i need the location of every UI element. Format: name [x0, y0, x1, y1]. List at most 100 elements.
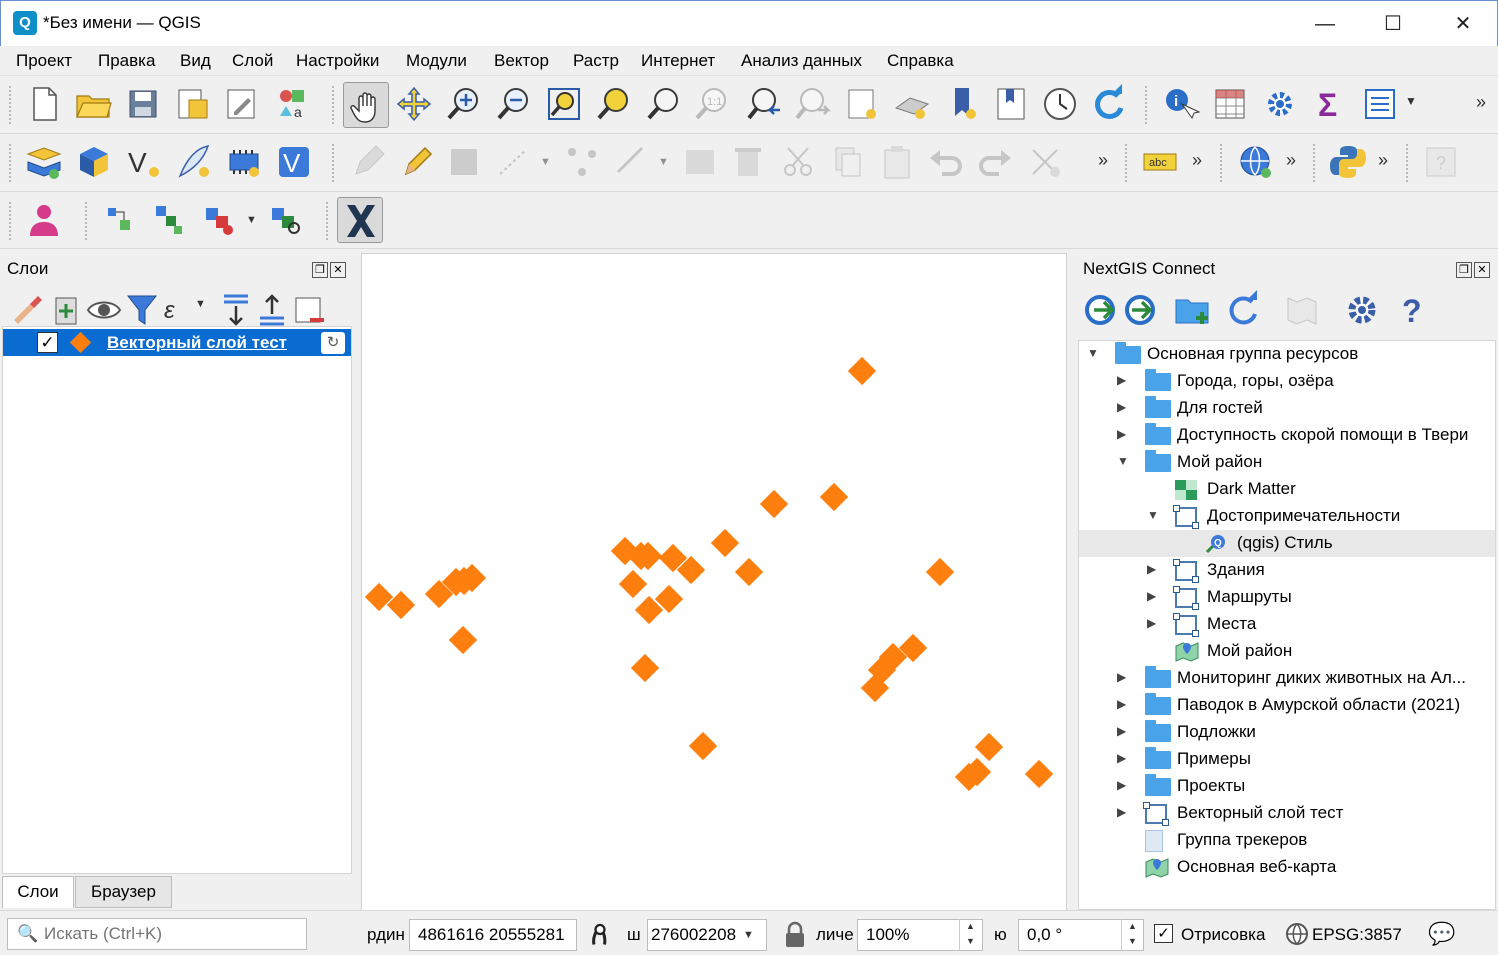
map-point-feature[interactable]: [759, 489, 789, 519]
new-geopackage-layer-icon[interactable]: [74, 142, 114, 182]
add-group-icon[interactable]: [46, 290, 78, 325]
show-bookmarks-icon[interactable]: [992, 84, 1032, 124]
add-ngw-vector-icon[interactable]: [150, 200, 190, 240]
tree-item[interactable]: ▶ Места: [1079, 611, 1495, 638]
tree-item[interactable]: ▶ Подложки: [1079, 719, 1495, 746]
expand-arrow-icon[interactable]: ▼: [1147, 508, 1159, 522]
close-button[interactable]: ✕: [1454, 13, 1472, 35]
collapse-arrow-icon[interactable]: ▶: [1117, 805, 1127, 819]
zoom-full-icon[interactable]: [544, 84, 584, 124]
map-point-feature[interactable]: [925, 557, 955, 587]
tree-item[interactable]: ▼ Основная группа ресурсов: [1079, 341, 1495, 368]
scale-field[interactable]: 276002208: [647, 919, 767, 951]
create-resource-group-icon[interactable]: [1172, 290, 1212, 330]
collapse-arrow-icon[interactable]: ▶: [1117, 670, 1127, 684]
tree-item[interactable]: ▼ Достопримечательности: [1079, 503, 1495, 530]
menu-view[interactable]: Вид: [180, 51, 211, 70]
minimize-button[interactable]: —: [1315, 13, 1335, 35]
toolbar-grip[interactable]: [1125, 144, 1129, 182]
tree-item[interactable]: ▼ Мой район: [1079, 449, 1495, 476]
map-canvas[interactable]: [361, 253, 1067, 912]
modify-attributes-icon[interactable]: [612, 142, 652, 182]
data-source-manager-icon[interactable]: [24, 142, 64, 182]
collapse-all-icon[interactable]: [252, 290, 284, 326]
new-3d-map-view-icon[interactable]: [892, 84, 932, 124]
float-panel-icon[interactable]: ❐: [312, 262, 328, 278]
web-layer-icon[interactable]: [1235, 142, 1275, 182]
new-shapefile-layer-icon[interactable]: V: [124, 142, 164, 182]
toolbar-overflow-icon[interactable]: »: [1286, 150, 1297, 170]
undo-icon[interactable]: [926, 142, 966, 182]
temporal-controller-icon[interactable]: [1040, 84, 1080, 124]
maximize-button[interactable]: ☐: [1384, 13, 1402, 35]
open-layer-list-icon[interactable]: [1360, 84, 1400, 124]
zoom-out-icon[interactable]: [494, 84, 534, 124]
magnifier-spinner[interactable]: ▲ ▼: [959, 919, 981, 951]
menu-processing[interactable]: Анализ данных: [741, 51, 862, 70]
map-point-feature[interactable]: [819, 482, 849, 512]
menu-layer[interactable]: Слой: [232, 51, 274, 70]
menu-vector[interactable]: Вектор: [494, 51, 549, 70]
collapse-arrow-icon[interactable]: ▶: [1117, 697, 1127, 711]
new-print-layout-icon[interactable]: [173, 84, 213, 124]
magnifier-field[interactable]: 100%: [857, 919, 983, 951]
toolbar-grip[interactable]: [332, 86, 336, 124]
chevron-down-icon[interactable]: ▼: [540, 156, 551, 168]
tree-item[interactable]: ▶ Здания: [1079, 557, 1495, 584]
digitize-line-icon[interactable]: [494, 142, 534, 182]
layer-row[interactable]: ✓ Векторный слой тест ↻: [3, 329, 351, 356]
filter-legend-icon[interactable]: [122, 290, 158, 325]
tree-item[interactable]: ▶ Города, горы, озёра: [1079, 368, 1495, 395]
map-point-feature[interactable]: [1024, 759, 1054, 789]
current-edits-icon[interactable]: [348, 142, 388, 182]
tree-item[interactable]: ▶ Маршруты: [1079, 584, 1495, 611]
zoom-next-icon[interactable]: [792, 84, 832, 124]
toolbar-overflow-icon[interactable]: »: [1192, 150, 1203, 170]
open-layer-styling-icon[interactable]: [8, 290, 42, 324]
zoom-in-icon[interactable]: [444, 84, 484, 124]
open-map-disabled-icon[interactable]: [1282, 290, 1322, 330]
python-console-icon[interactable]: [1328, 142, 1368, 182]
tree-item[interactable]: Группа трекеров: [1079, 827, 1495, 854]
refresh-icon[interactable]: [1088, 84, 1128, 124]
tab-layers[interactable]: Слои: [2, 876, 74, 908]
chevron-down-icon[interactable]: ▼: [195, 298, 206, 310]
tree-item[interactable]: ▶ Векторный слой тест: [1079, 800, 1495, 827]
tree-item[interactable]: ▶ Примеры: [1079, 746, 1495, 773]
collapse-arrow-icon[interactable]: ▶: [1117, 724, 1127, 738]
pan-map-icon[interactable]: [343, 82, 389, 128]
expand-arrow-icon[interactable]: ▼: [1117, 454, 1129, 468]
map-point-feature[interactable]: [734, 557, 764, 587]
chevron-down-icon[interactable]: ▼: [743, 929, 754, 941]
new-project-icon[interactable]: [24, 84, 64, 124]
toolbar-overflow-icon[interactable]: »: [1378, 150, 1389, 170]
map-point-feature[interactable]: [847, 356, 877, 386]
new-bookmark-icon[interactable]: [943, 84, 983, 124]
menu-settings[interactable]: Настройки: [296, 51, 380, 70]
ngw-help-icon[interactable]: ?: [1392, 290, 1432, 330]
filter-by-expression-icon[interactable]: ε: [160, 290, 192, 324]
tree-item[interactable]: Основная веб-карта: [1079, 854, 1495, 881]
toolbar-grip[interactable]: [1145, 86, 1149, 124]
layout-manager-icon[interactable]: [222, 84, 262, 124]
tree-item[interactable]: Dark Matter: [1079, 476, 1495, 503]
identify-features-icon[interactable]: i: [1160, 84, 1201, 124]
zoom-to-layer-icon[interactable]: [644, 84, 684, 124]
chevron-down-icon[interactable]: ▼: [658, 156, 669, 168]
save-project-icon[interactable]: [123, 84, 163, 124]
toggle-editing-icon[interactable]: [396, 142, 436, 182]
float-panel-icon[interactable]: ❐: [1456, 262, 1472, 278]
toolbar-overflow-icon[interactable]: »: [1476, 92, 1487, 112]
toolbar-grip[interactable]: [85, 202, 89, 240]
toolbar-grip[interactable]: [9, 202, 13, 240]
crs-label[interactable]: EPSG:3857: [1312, 925, 1402, 944]
style-manager-icon[interactable]: a: [272, 84, 312, 124]
collapse-arrow-icon[interactable]: ▶: [1117, 373, 1127, 387]
toolbar-overflow-icon[interactable]: »: [1098, 150, 1109, 170]
menu-raster[interactable]: Растр: [573, 51, 619, 70]
close-panel-icon[interactable]: ✕: [330, 262, 346, 278]
map-point-feature[interactable]: [688, 731, 718, 761]
chevron-down-icon[interactable]: ▼: [246, 214, 257, 226]
map-point-feature[interactable]: [710, 528, 740, 558]
rotation-field[interactable]: 0,0 °: [1018, 919, 1144, 951]
